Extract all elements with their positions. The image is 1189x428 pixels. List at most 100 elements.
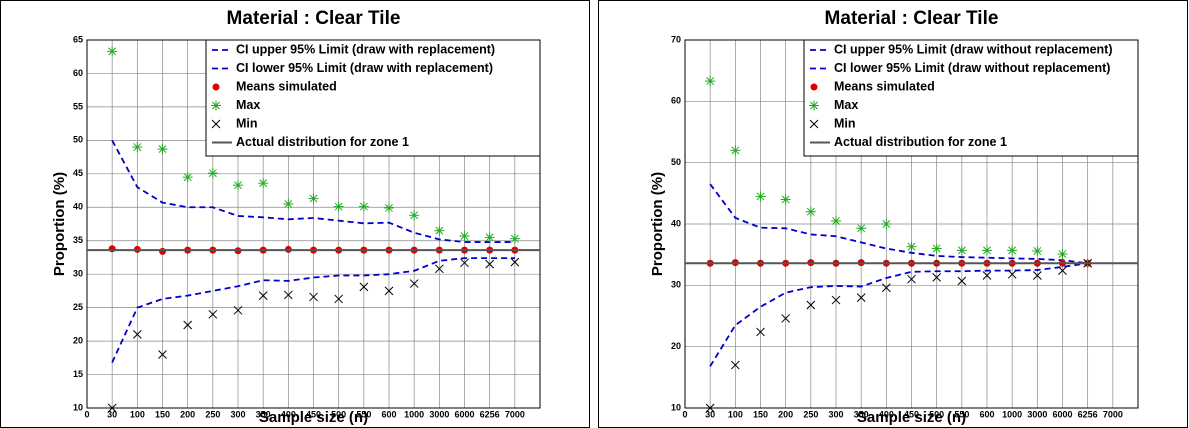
x-tick-label: 500 — [929, 409, 944, 419]
legend-label: CI upper 95% Limit (draw with replacemen… — [236, 42, 495, 56]
point — [810, 83, 818, 91]
y-tick-label: 45 — [73, 168, 83, 178]
chart: Material : Clear Tile 10 15 20 25 30 35 40 45 50 5… — [0, 0, 590, 428]
x-tick-label: 150 — [155, 409, 170, 419]
x-tick-label: 3000 — [429, 409, 449, 419]
y-tick-label: 30 — [73, 269, 83, 279]
star-marker — [484, 232, 495, 243]
star-marker — [982, 245, 992, 256]
stroke — [1058, 250, 1067, 259]
x-tick-label: 1000 — [404, 409, 424, 419]
star-marker — [182, 172, 193, 183]
x-tick-label: 500 — [331, 409, 346, 419]
stroke — [882, 220, 891, 228]
star-marker — [931, 243, 942, 254]
chart-title: Material : Clear Tile — [227, 8, 401, 29]
y-tick-label: 15 — [73, 369, 83, 379]
stroke — [1032, 271, 1042, 280]
legend-label: Means simulated — [236, 79, 337, 93]
x-marker — [309, 292, 318, 302]
star-marker — [705, 76, 716, 87]
stroke — [809, 119, 819, 129]
y-tick-label: 50 — [73, 135, 83, 145]
legend-label: Actual distribution for zone 1 — [236, 135, 409, 149]
star-marker — [258, 178, 269, 189]
star-marker — [1057, 249, 1068, 260]
x-marker — [460, 258, 469, 268]
stroke — [857, 224, 866, 233]
chart-title: Material : Clear Tile — [825, 8, 999, 29]
x-tick-label: 7000 — [505, 409, 525, 419]
x-tick-label: 400 — [879, 409, 894, 419]
stroke — [1007, 269, 1017, 279]
stroke — [212, 101, 220, 110]
stroke — [283, 290, 293, 300]
x-tick-label: 200 — [180, 409, 195, 419]
x-tick-label: 0 — [84, 409, 89, 419]
stroke — [434, 264, 444, 274]
chart: Material : Clear Tile 10 20 30 40 50 60 70 0 30 10… — [598, 0, 1188, 428]
x-tick-label: 550 — [954, 409, 969, 419]
dot — [108, 245, 116, 253]
star-marker — [809, 100, 819, 111]
x-tick-label: 600 — [381, 409, 396, 419]
legend-box — [205, 39, 541, 157]
stroke — [731, 146, 740, 155]
stroke — [806, 300, 816, 310]
stroke — [806, 207, 815, 216]
x-marker — [208, 309, 218, 319]
x-marker — [485, 259, 495, 269]
star-marker — [333, 201, 344, 212]
stroke — [132, 330, 142, 339]
x-marker — [932, 273, 942, 282]
y-tick-label: 60 — [73, 68, 83, 78]
y-tick-label: 20 — [73, 335, 83, 345]
stroke — [1058, 266, 1067, 275]
x-marker — [730, 360, 740, 370]
x-tick-label: 300 — [828, 409, 843, 419]
stroke — [234, 181, 242, 190]
ci-line — [709, 262, 1088, 367]
x-tick-label: 100 — [130, 409, 145, 419]
star-marker — [157, 144, 168, 155]
x-marker — [781, 314, 791, 323]
ci-line — [709, 183, 1088, 265]
x-tick-label: 150 — [753, 409, 768, 419]
stroke — [460, 258, 469, 268]
x-marker — [907, 274, 916, 284]
stroke — [831, 295, 841, 305]
stroke — [107, 403, 117, 413]
x-marker — [384, 286, 394, 296]
stroke — [309, 194, 318, 203]
stroke — [460, 232, 469, 240]
stroke — [359, 282, 369, 292]
stroke — [881, 283, 891, 293]
stroke — [832, 216, 840, 225]
stroke — [983, 246, 991, 255]
legend-label: Min — [236, 116, 258, 130]
stroke — [932, 273, 942, 282]
legend-label: Min — [834, 116, 856, 130]
x-marker — [510, 257, 520, 267]
stroke — [211, 119, 221, 129]
star-marker — [107, 46, 118, 57]
legend-box — [803, 39, 1139, 157]
star-marker — [856, 223, 867, 234]
y-axis-label: Proportion (%) — [51, 172, 68, 276]
x-axis-label: Sample size (n) — [857, 409, 966, 426]
y-tick-label: 10 — [73, 402, 83, 412]
x-tick-label: 550 — [356, 409, 371, 419]
star-marker — [755, 191, 766, 202]
stroke — [183, 173, 192, 182]
stroke — [932, 244, 941, 253]
x-tick-label: 6256 — [1078, 409, 1098, 419]
star-marker — [384, 202, 394, 213]
x-marker — [258, 291, 268, 300]
legend-label: CI upper 95% Limit (draw without replace… — [834, 42, 1113, 56]
x-marker — [409, 279, 419, 288]
star-marker — [509, 233, 520, 244]
x-marker — [831, 295, 841, 305]
stroke — [309, 292, 318, 302]
x-marker — [359, 282, 369, 292]
